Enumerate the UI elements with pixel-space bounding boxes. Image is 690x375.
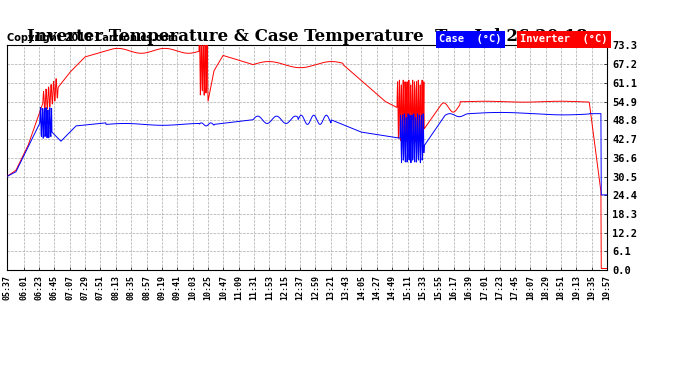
Text: Case  (°C): Case (°C) xyxy=(439,34,502,44)
Title: Inverter Temperature & Case Temperature  Tue Jul 26 20:18: Inverter Temperature & Case Temperature … xyxy=(27,28,587,45)
Text: Inverter  (°C): Inverter (°C) xyxy=(520,34,608,44)
Text: Copyright 2016 Cartronics.com: Copyright 2016 Cartronics.com xyxy=(7,33,178,43)
